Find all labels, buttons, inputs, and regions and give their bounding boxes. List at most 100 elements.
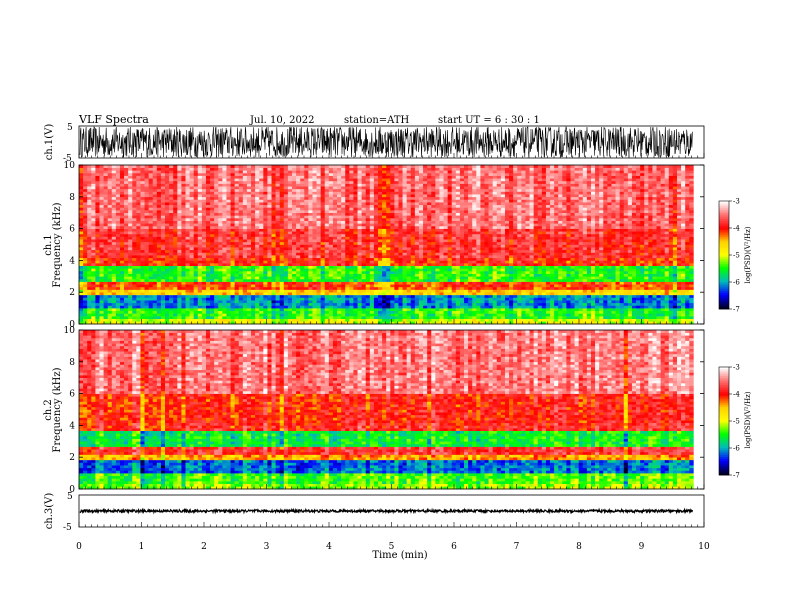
ch1-spectrogram-cell	[267, 316, 272, 319]
ch1-spectrogram-cell	[283, 236, 289, 240]
ch1-spectrogram-cell	[410, 281, 416, 285]
ch1-spectrogram-cell	[378, 257, 383, 261]
ch1-spectrogram-cell	[640, 284, 645, 288]
ch1-spectrogram-cell	[599, 284, 604, 288]
ch1-spectrogram-cell	[99, 310, 104, 314]
ch1-spectrogram-cell	[279, 249, 285, 253]
ch1-spectrogram-cell	[472, 308, 477, 312]
ch1-spectrogram-cell	[79, 294, 84, 298]
ch1-spectrogram-cell	[238, 276, 244, 280]
ch1-spectrogram-cell	[226, 302, 231, 306]
ch1-spectrogram-cell	[574, 249, 579, 253]
ch1-spectrogram-cell	[169, 286, 174, 290]
ch1-spectrogram-cell	[619, 247, 625, 251]
ch1-spectrogram-cell	[562, 318, 567, 322]
ch1-spectrogram-cell	[554, 255, 559, 259]
ch1-spectrogram-cell	[246, 302, 252, 306]
ch1-spectrogram-cell	[627, 260, 633, 264]
ch1-spectrogram-cell	[685, 318, 690, 322]
ch1-spectrogram-cell	[193, 260, 199, 264]
ch1-spectrogram-cell	[607, 273, 612, 277]
ch1-spectrogram-cell	[83, 247, 88, 251]
ch1-spectrogram-cell	[676, 247, 682, 251]
ch1-spectrogram-cell	[586, 236, 592, 240]
ch1-spectrogram-cell	[222, 310, 227, 314]
ch1-spectrogram-cell	[214, 255, 219, 259]
ch1-spectrogram-cell	[205, 289, 211, 293]
ch1-spectrogram-cell	[439, 236, 444, 240]
ch1-spectrogram-cell	[427, 292, 432, 296]
ch1-spectrogram-cell	[468, 244, 473, 248]
ch1-spectrogram-cell	[115, 300, 121, 304]
ch1-spectrogram-cell	[545, 308, 551, 312]
ch1-spectrogram-cell	[464, 239, 469, 243]
ch1-spectrogram-cell	[291, 249, 297, 253]
ch1-spectrogram-cell	[484, 255, 489, 259]
ch1-spectrogram-cell	[271, 318, 276, 322]
ch1-spectrogram-cell	[685, 260, 690, 264]
ch1-spectrogram-cell	[672, 265, 678, 269]
ch1-spectrogram-cell	[210, 252, 215, 256]
ch1-spectrogram-cell	[341, 278, 346, 282]
ch1-spectrogram-cell	[193, 321, 199, 325]
ch1-spectrogram-cell	[87, 289, 92, 293]
ch1-spectrogram-cell	[492, 263, 498, 266]
ch1-spectrogram-cell	[689, 308, 694, 312]
ch1-spectrogram-cell	[636, 241, 641, 245]
ch1-spectrogram-cell	[406, 249, 412, 253]
ch1-spectrogram-cell	[636, 297, 641, 301]
ch1-spectrogram-cell	[226, 236, 231, 240]
ch1-spectrogram-cell	[562, 236, 567, 240]
ch1-spectrogram-cell	[496, 255, 502, 259]
ch1-spectrogram-cell	[435, 236, 440, 240]
ch1-spectrogram-cell	[275, 302, 280, 306]
ch1-spectrogram-cell	[570, 300, 575, 304]
ch1-spectrogram-cell	[214, 294, 219, 298]
ch1-spectrogram-cell	[279, 257, 285, 261]
ch1-spectrogram-cell	[136, 244, 141, 248]
ch1-spectrogram-cell	[476, 252, 481, 256]
ch1-spectrogram-cell	[582, 268, 588, 272]
ch1-spectrogram-cell	[652, 321, 657, 325]
ch1-spectrogram-cell	[652, 247, 657, 251]
ch1-spectrogram-cell	[283, 313, 289, 317]
ch1-spectrogram-cell	[631, 273, 637, 277]
ch1-spectrogram-cell	[402, 289, 407, 293]
ch1-spectrogram-cell	[509, 300, 514, 304]
ch1-spectrogram-cell	[378, 239, 383, 243]
ch1-spectrogram-cell	[386, 273, 391, 277]
ch1-spectrogram-cell	[259, 244, 264, 248]
ch1-spectrogram-cell	[599, 308, 604, 312]
ch1-spectrogram-cell	[263, 302, 268, 306]
ch1-spectrogram-cell	[226, 244, 231, 248]
ch1-spectrogram-cell	[480, 257, 485, 261]
ch1-spectrogram-cell	[447, 249, 453, 253]
ch1-spectrogram-cell	[631, 294, 637, 298]
ch1-spectrogram-cell	[111, 268, 117, 272]
ch1-spectrogram-cell	[521, 318, 526, 322]
ch1-spectrogram-cell	[615, 286, 620, 290]
ch1-spectrogram-cell	[386, 292, 391, 296]
ch1-spectrogram-cell	[107, 286, 113, 290]
ch1-spectrogram-cell	[349, 286, 354, 290]
ch1-spectrogram-cell	[550, 255, 555, 259]
ch1-spectrogram-cell	[87, 300, 92, 304]
ch1-spectrogram-cell	[439, 273, 444, 277]
ch1-spectrogram-cell	[332, 313, 338, 317]
ch1-spectrogram-cell	[132, 263, 137, 266]
ch1-spectrogram-cell	[656, 252, 661, 256]
ch1-spectrogram-cell	[160, 260, 166, 264]
ch1-spectrogram-cell	[431, 318, 436, 322]
ch1-spectrogram-cell	[173, 284, 178, 288]
ch1-spectrogram-cell	[668, 263, 674, 266]
ch1-spectrogram-cell	[345, 278, 350, 282]
ch1-spectrogram-cell	[189, 265, 194, 269]
ch1-spectrogram-cell	[83, 239, 88, 243]
ch1-spectrogram-cell	[484, 318, 489, 322]
ch1-spectrogram-cell	[251, 276, 256, 280]
ch1-spectrogram-cell	[414, 308, 420, 312]
ch1-spectrogram-cell	[595, 294, 600, 298]
ch1-spectrogram-cell	[95, 278, 100, 282]
ch1-spectrogram-cell	[119, 276, 125, 280]
ch1-spectrogram-cell	[570, 249, 575, 253]
